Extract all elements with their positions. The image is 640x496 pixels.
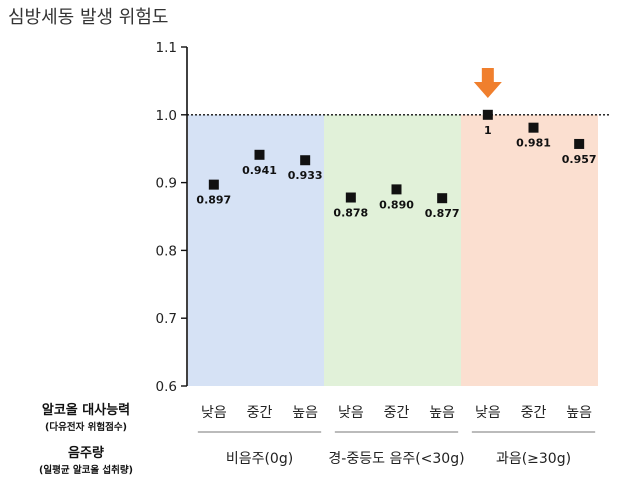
x-category-label: 중간 <box>247 405 273 421</box>
x-category-labels: 낮음 중간 높음 낮음 중간 높음 낮음 중간 높음 <box>201 405 592 421</box>
group-band-2 <box>324 114 461 387</box>
y-tick-label: 1.1 <box>156 40 177 56</box>
group-label: 비음주(0g) <box>226 451 293 467</box>
data-label: 0.957 <box>562 153 597 166</box>
x-category-label: 높음 <box>566 405 592 421</box>
group-band-3 <box>461 114 598 387</box>
metabolism-label: 알코올 대사능력 <box>42 402 130 418</box>
data-label: 0.941 <box>242 164 277 177</box>
data-label: 1 <box>484 124 492 137</box>
data-label: 0.933 <box>288 169 323 182</box>
metabolism-sublabel: (다유전자 위험점수) <box>45 421 127 433</box>
y-tick-label: 0.8 <box>156 243 177 259</box>
group-label: 경-중등도 음주(<30g) <box>328 451 464 467</box>
data-point <box>574 138 585 149</box>
data-point <box>437 193 448 204</box>
data-label: 0.981 <box>516 137 551 150</box>
y-tick-label: 0.7 <box>156 311 177 327</box>
data-point <box>300 155 311 166</box>
x-category-label: 중간 <box>384 405 410 421</box>
data-points: 0.897 0.941 0.933 0.878 0.890 0.877 1 0.981 0.95… <box>196 109 597 220</box>
drinking-sublabel: (일평균 알코올 섭취량) <box>39 464 133 476</box>
data-label: 0.897 <box>196 194 231 207</box>
data-label: 0.890 <box>379 198 414 211</box>
x-category-label: 낮음 <box>338 405 364 421</box>
drinking-label: 음주량 <box>68 445 104 461</box>
x-category-label: 높음 <box>292 405 318 421</box>
down-arrow-icon <box>473 68 502 98</box>
data-point <box>528 122 539 133</box>
data-label: 0.877 <box>425 207 460 220</box>
data-point <box>482 109 493 120</box>
x-category-label: 낮음 <box>475 405 501 421</box>
x-category-label: 중간 <box>521 405 547 421</box>
highlight-arrow-icon <box>473 68 502 98</box>
data-label: 0.878 <box>333 207 368 220</box>
data-point <box>391 184 402 195</box>
data-point <box>208 179 219 190</box>
group-labels: 비음주(0g) 경-중등도 음주(<30g) 과음(≥30g) <box>197 431 596 467</box>
y-tick-label: 0.6 <box>156 379 177 395</box>
group-bands <box>188 114 598 387</box>
x-category-label: 낮음 <box>201 405 227 421</box>
chart-title: 심방세동 발생 위험도 <box>8 7 168 28</box>
group-label: 과음(≥30g) <box>496 451 571 467</box>
y-ticks: 0.6 0.7 0.8 0.9 1.0 1.1 <box>156 40 187 395</box>
y-tick-label: 0.9 <box>156 176 177 192</box>
y-tick-label: 1.0 <box>156 108 177 124</box>
data-point <box>345 192 356 203</box>
x-category-label: 높음 <box>429 405 455 421</box>
data-point <box>254 149 265 160</box>
